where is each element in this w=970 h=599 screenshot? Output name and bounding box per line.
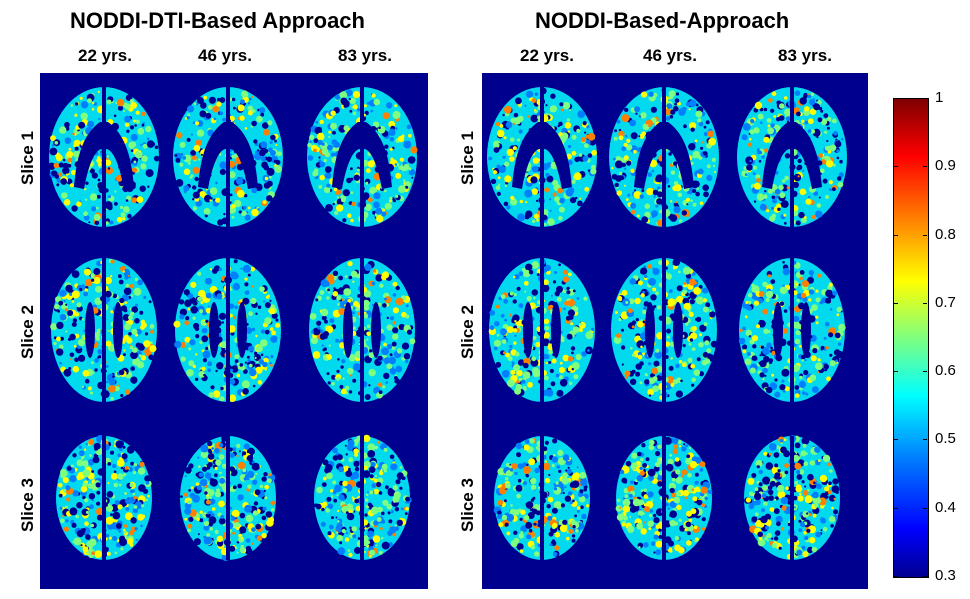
brain-slice-image — [738, 258, 846, 402]
colorbar-tick-mark — [923, 302, 927, 304]
row-label-left-1: Slice 1 — [18, 131, 37, 185]
brain-slice-image — [56, 435, 152, 560]
colorbar-tick-mark — [923, 98, 927, 99]
brain-slice-image — [173, 258, 281, 403]
brain-slice-image — [180, 434, 276, 561]
colorbar-tick-mark — [894, 576, 898, 577]
colorbar-tick-mark — [894, 371, 898, 373]
column-label-left-2: 46 yrs. — [198, 46, 252, 65]
row-label-right-3: Slice 3 — [458, 478, 477, 532]
panel-title-left: NODDI-DTI-Based Approach — [70, 8, 365, 33]
brain-slice-image — [744, 435, 840, 560]
colorbar-tick-label: 0.9 — [935, 157, 956, 175]
colorbar-tick-label: 0.7 — [935, 293, 956, 311]
colorbar-tick-mark — [894, 234, 898, 236]
panel-title-right: NODDI-Based-Approach — [535, 8, 790, 33]
colorbar-tick-mark — [923, 234, 927, 236]
row-label-left-2: Slice 2 — [18, 305, 37, 359]
column-label-right-3: 83 yrs. — [778, 46, 832, 65]
brain-slice-image — [488, 258, 595, 402]
column-label-left-1: 22 yrs. — [78, 46, 132, 65]
brain-slice-image — [609, 87, 719, 227]
colorbar-tick-mark — [923, 371, 927, 373]
colorbar-tick-mark — [923, 576, 927, 577]
colorbar-tick-label: 1 — [935, 89, 944, 106]
colorbar-tick-label: 0.6 — [935, 362, 956, 380]
brain-slice-image — [48, 87, 160, 227]
row-label-right-1: Slice 1 — [458, 131, 477, 185]
colorbar-tick-mark — [894, 98, 898, 99]
colorbar-tick-mark — [923, 507, 927, 509]
colorbar-tick-label: 0.8 — [935, 225, 956, 243]
colorbar-tick-label: 0.5 — [935, 430, 956, 448]
brain-slice-image — [493, 436, 590, 560]
colorbar-tick-label: 0.3 — [935, 567, 956, 584]
row-label-right-2: Slice 2 — [458, 305, 477, 359]
column-label-left-3: 83 yrs. — [338, 46, 392, 65]
brain-slice-image — [737, 87, 847, 227]
brain-grid-right — [487, 87, 847, 560]
colorbar-tick-mark — [894, 507, 898, 509]
column-label-right-1: 22 yrs. — [520, 46, 574, 65]
row-label-left-3: Slice 3 — [18, 478, 37, 532]
colorbar-tick-mark — [894, 302, 898, 304]
colorbar-tick-label: 0.4 — [935, 498, 956, 516]
colorbar-tick-mark — [923, 439, 927, 441]
colorbar-tick-mark — [894, 439, 898, 441]
brain-map-panel-left — [40, 73, 428, 589]
brain-slice-image — [314, 434, 412, 560]
colorbar-tick-mark — [923, 166, 927, 168]
brain-slice-image — [611, 258, 718, 402]
brain-slice-image — [309, 258, 416, 402]
colorbar-tick-mark — [894, 166, 898, 168]
brain-slice-image — [615, 436, 713, 560]
brain-slice-image — [173, 87, 283, 227]
column-label-right-2: 46 yrs. — [643, 46, 697, 65]
colorbar — [893, 98, 929, 578]
brain-slice-image — [307, 87, 418, 227]
brain-grid-left — [48, 87, 418, 561]
brain-slice-image — [487, 87, 597, 227]
brain-slice-image — [50, 258, 157, 402]
brain-map-panel-right — [482, 73, 868, 589]
